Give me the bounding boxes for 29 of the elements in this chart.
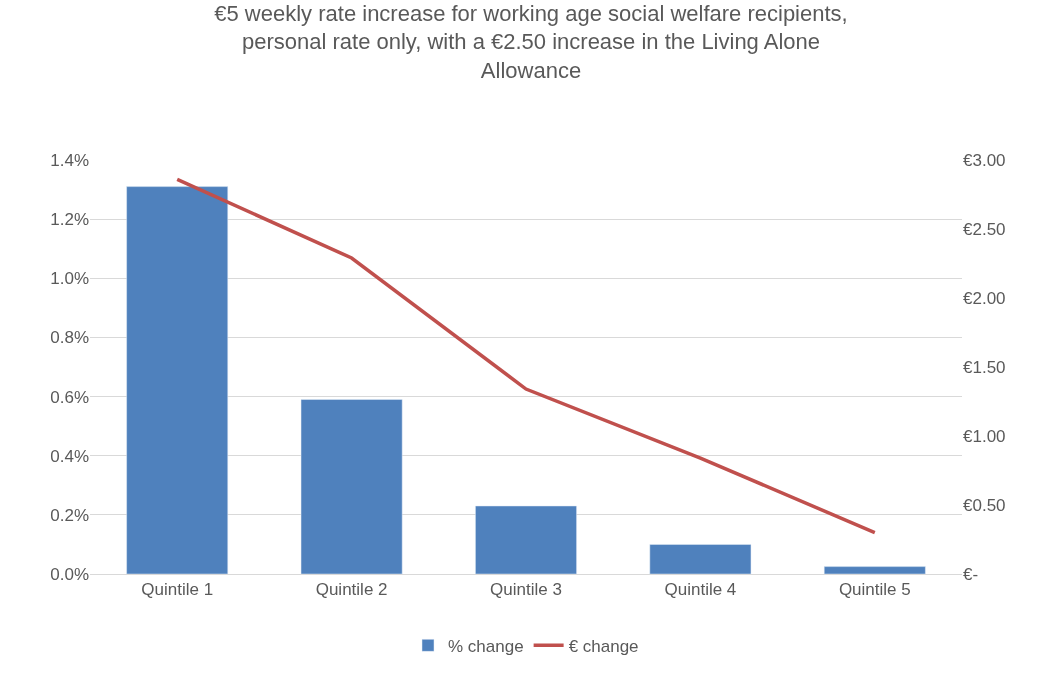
bar [475,505,577,574]
bar [126,186,229,574]
y2-tick-label: €1.50 [963,357,1006,377]
chart-title: €5 weekly rate increase for working age social welfare recipients, personal rate only, with a €2.50 increase in the Living Alone Allowance [214,0,848,83]
legend-label: % change [448,637,524,656]
y-tick-label: 1.4% [50,150,89,170]
y-tick-label: 0.2% [50,505,89,525]
y-tick-label: 1.0% [50,269,89,289]
y-tick-label: 0.4% [50,446,89,466]
y-tick-label: 0.0% [50,564,89,584]
x-tick-label: Quintile 5 [838,580,911,600]
bar [649,544,752,574]
y-tick-label: 1.2% [50,210,89,230]
y-tick-label: 0.8% [50,328,89,348]
y2-tick-label: €1.00 [963,426,1006,446]
y2-tick-label: €0.50 [963,495,1006,515]
y2-tick-label: €2.00 [963,288,1006,308]
bar [300,399,403,574]
x-tick-label: Quintile 2 [315,580,388,600]
legend-label: € change [568,637,639,656]
x-tick-label: Quintile 3 [490,580,562,600]
y-tick-label: 0.6% [50,387,89,407]
line-series [175,177,877,535]
y2-tick-label: €- [963,564,979,584]
y2-tick-label: €2.50 [963,219,1006,239]
x-tick-label: Quintile 1 [141,580,214,600]
x-tick-label: Quintile 4 [664,580,737,600]
y2-tick-label: €3.00 [963,150,1006,170]
bar [823,566,926,574]
